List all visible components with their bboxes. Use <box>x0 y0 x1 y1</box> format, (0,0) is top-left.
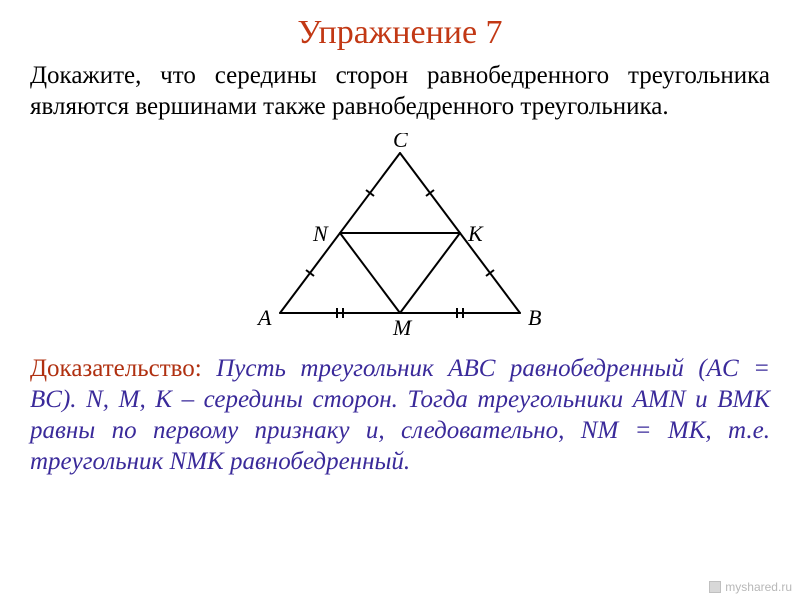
proof-nmklist: N, M, K <box>86 386 172 413</box>
figure-container: A B C M N K <box>30 133 770 343</box>
proof-part2: равнобедренный ( <box>495 355 706 382</box>
watermark-text: myshared.ru <box>725 580 792 594</box>
label-K: K <box>467 221 484 246</box>
proof-part1: Пусть треугольник <box>202 355 448 382</box>
proof-bmk: BMK <box>717 386 770 413</box>
proof-nmk: NMK <box>170 448 224 475</box>
slide: Упражнение 7 Докажите, что середины стор… <box>0 0 800 600</box>
label-C: C <box>393 133 408 152</box>
label-B: B <box>528 305 541 330</box>
watermark: myshared.ru <box>709 580 792 594</box>
triangle-diagram: A B C M N K <box>250 133 550 343</box>
proof-abc: ABC <box>448 355 495 382</box>
proof-amn: AMN <box>633 386 686 413</box>
proof-part8: равнобедренный. <box>224 448 410 475</box>
watermark-icon <box>709 581 721 593</box>
proof-part4: – середины сторон. Тогда треугольники <box>172 386 633 413</box>
proof-part6: равны по первому признаку и, следователь… <box>30 417 581 444</box>
label-A: A <box>256 305 272 330</box>
problem-text: Докажите, что середины сторон равнобедре… <box>30 60 770 123</box>
proof-eq2: NM = MK <box>581 417 706 444</box>
label-M: M <box>392 315 413 340</box>
proof-part5: и <box>686 386 718 413</box>
label-N: N <box>312 221 329 246</box>
proof-part3: ). <box>62 386 86 413</box>
proof-label: Доказательство: <box>30 355 202 382</box>
page-title: Упражнение 7 <box>30 14 770 52</box>
proof-text: Доказательство: Пусть треугольник ABC ра… <box>30 353 770 478</box>
